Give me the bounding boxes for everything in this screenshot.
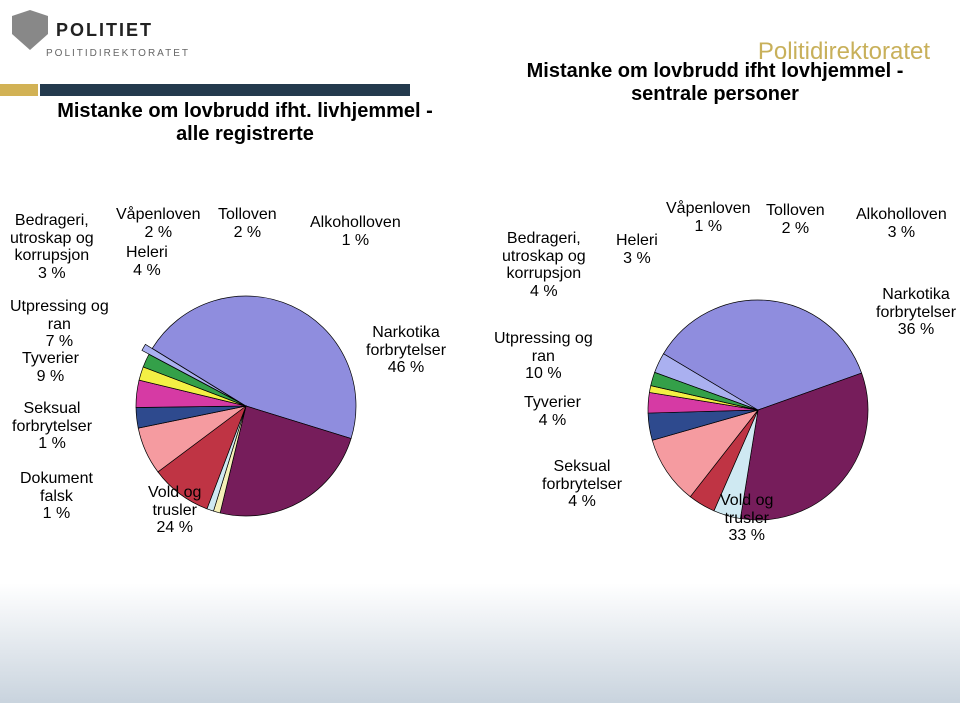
pie-label: Våpenloven 1 % [666, 200, 751, 235]
header-subtitle: POLITIDIREKTORATET [46, 48, 190, 59]
pie-label: Tyverier 9 % [22, 350, 79, 385]
chart-right-title: Mistanke om lovbrudd ifht lovhjemmel - s… [480, 60, 950, 106]
pie-label: Narkotika forbrytelser 46 % [366, 324, 446, 377]
chart-panel-right: Mistanke om lovbrudd ifht lovhjemmel - s… [480, 60, 950, 630]
pie-label: Alkoholloven 3 % [856, 206, 947, 241]
pie-label: Vold og trusler 33 % [720, 492, 773, 545]
pie-label: Tolloven 2 % [218, 206, 277, 241]
pie-label: Bedrageri, utroskap og korrupsjon 4 % [502, 230, 586, 300]
pie-label: Heleri 4 % [126, 244, 168, 279]
pie-label: Tolloven 2 % [766, 202, 825, 237]
chart-left-title: Mistanke om lovbrudd ifht. livhjemmel - … [10, 100, 480, 146]
accent-bar-blue [40, 84, 410, 96]
logo-word: POLITIET [56, 20, 153, 41]
pie-label: Seksual forbrytelser 1 % [12, 400, 92, 453]
pie-label: Vold og trusler 24 % [148, 484, 201, 537]
pie-label: Utpressing og ran 7 % [10, 298, 109, 351]
header-logo-block: POLITIET [12, 10, 153, 50]
pie-label: Tyverier 4 % [524, 394, 581, 429]
pie-label: Seksual forbrytelser 4 % [542, 458, 622, 511]
pie-label: Alkoholloven 1 % [310, 214, 401, 249]
chart-panel-left: Mistanke om lovbrudd ifht. livhjemmel - … [10, 100, 480, 576]
shield-icon [12, 10, 48, 50]
pie-label: Våpenloven 2 % [116, 206, 201, 241]
pie-label: Heleri 3 % [616, 232, 658, 267]
accent-bar-gold [0, 84, 38, 96]
pie-label: Bedrageri, utroskap og korrupsjon 3 % [10, 212, 94, 282]
pie-label: Narkotika forbrytelser 36 % [876, 286, 956, 339]
pie-label: Utpressing og ran 10 % [494, 330, 593, 383]
pie-label: Dokument falsk 1 % [20, 470, 93, 523]
